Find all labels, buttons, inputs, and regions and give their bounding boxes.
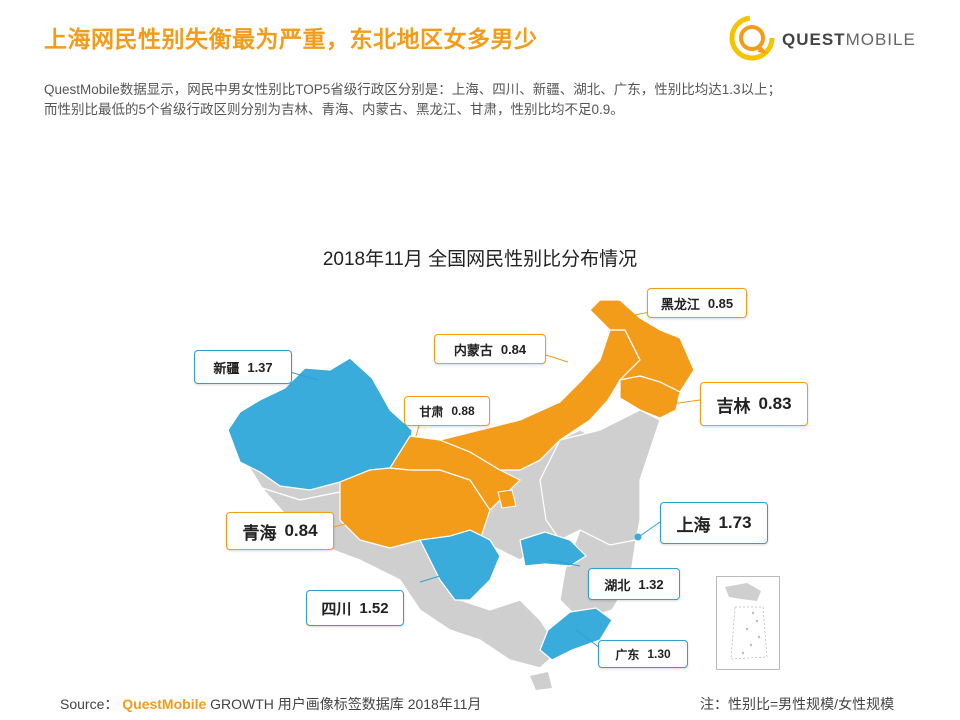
callout-hubei: 湖北 1.32 [588,568,680,600]
logo-text-bold: QUEST [782,30,846,49]
logo-wordmark: QUESTMOBILE [782,30,916,50]
callout-shanghai: 上海 1.73 [660,502,768,544]
callout-qinghai: 青海 0.84 [226,512,334,550]
questmobile-logo: QUESTMOBILE [728,14,928,62]
callout-value: 0.85 [707,295,734,311]
region-jilin [619,375,681,419]
logo-mark-icon [729,15,775,61]
region-shanghai [634,533,642,541]
source-brand: QuestMobile [122,696,207,712]
region-hubei [519,531,587,567]
callout-value: 0.84 [284,521,318,540]
callout-xinjiang: 新疆 1.37 [194,350,292,384]
callout-value: 1.30 [647,647,671,661]
region-xinjiang [227,357,413,491]
callout-label: 甘肃 [419,404,444,419]
callout-value: 1.73 [718,513,752,532]
callout-label: 内蒙古 [453,342,493,358]
logo-text-light: MOBILE [845,30,916,49]
callout-value: 1.52 [359,599,389,617]
map-hainan-region [530,672,552,690]
callout-jilin: 吉林 0.83 [700,382,808,426]
callout-label: 上海 [676,515,711,535]
chart-title: 2018年11月 全国网民性别比分布情况 [322,249,638,270]
intro-line-2: 而性别比最低的5个省级行政区则分别为吉林、青海、内蒙古、黑龙江、甘肃，性别比均不… [44,102,624,117]
callout-value: 0.84 [500,341,527,357]
callout-label: 黑龙江 [660,296,700,312]
callout-gansu: 甘肃 0.88 [404,396,490,426]
inset-map [725,583,768,660]
region-ningxia [497,489,517,509]
callout-label: 湖北 [604,577,631,593]
callout-value: 0.83 [758,394,792,413]
callout-guangdong: 广东 1.30 [598,640,688,668]
callout-label: 新疆 [213,360,240,376]
callout-connectors [289,371,661,649]
callout-label: 青海 [242,523,277,543]
callout-inner-mongolia: 内蒙古 0.84 [434,334,546,364]
callout-value: 0.88 [451,404,475,418]
south-china-sea-inset [716,576,780,670]
source-detail: GROWTH 用户画像标签数据库 2018年11月 [210,696,482,712]
source-line: Source： QuestMobile GROWTH 用户画像标签数据库 201… [60,694,481,714]
source-label: Source： [60,696,119,712]
callout-value: 1.32 [638,576,664,592]
callout-value: 1.37 [247,359,273,375]
intro-line-1: QuestMobile数据显示，网民中男女性别比TOP5省级行政区分别是：上海、… [44,82,782,97]
callout-label: 广东 [615,647,640,662]
callout-sichuan: 四川 1.52 [306,590,404,626]
region-sichuan [419,529,501,601]
page-headline: 上海网民性别失衡最为严重，东北地区女多男少 [44,26,538,52]
callout-heilongjiang: 黑龙江 0.85 [647,288,747,318]
callout-label: 吉林 [716,396,751,416]
footnote: 注：性别比=男性规模/女性规模 [700,696,895,712]
callout-label: 四川 [321,600,352,618]
intro-paragraph: QuestMobile数据显示，网民中男女性别比TOP5省级行政区分别是：上海、… [44,80,924,120]
